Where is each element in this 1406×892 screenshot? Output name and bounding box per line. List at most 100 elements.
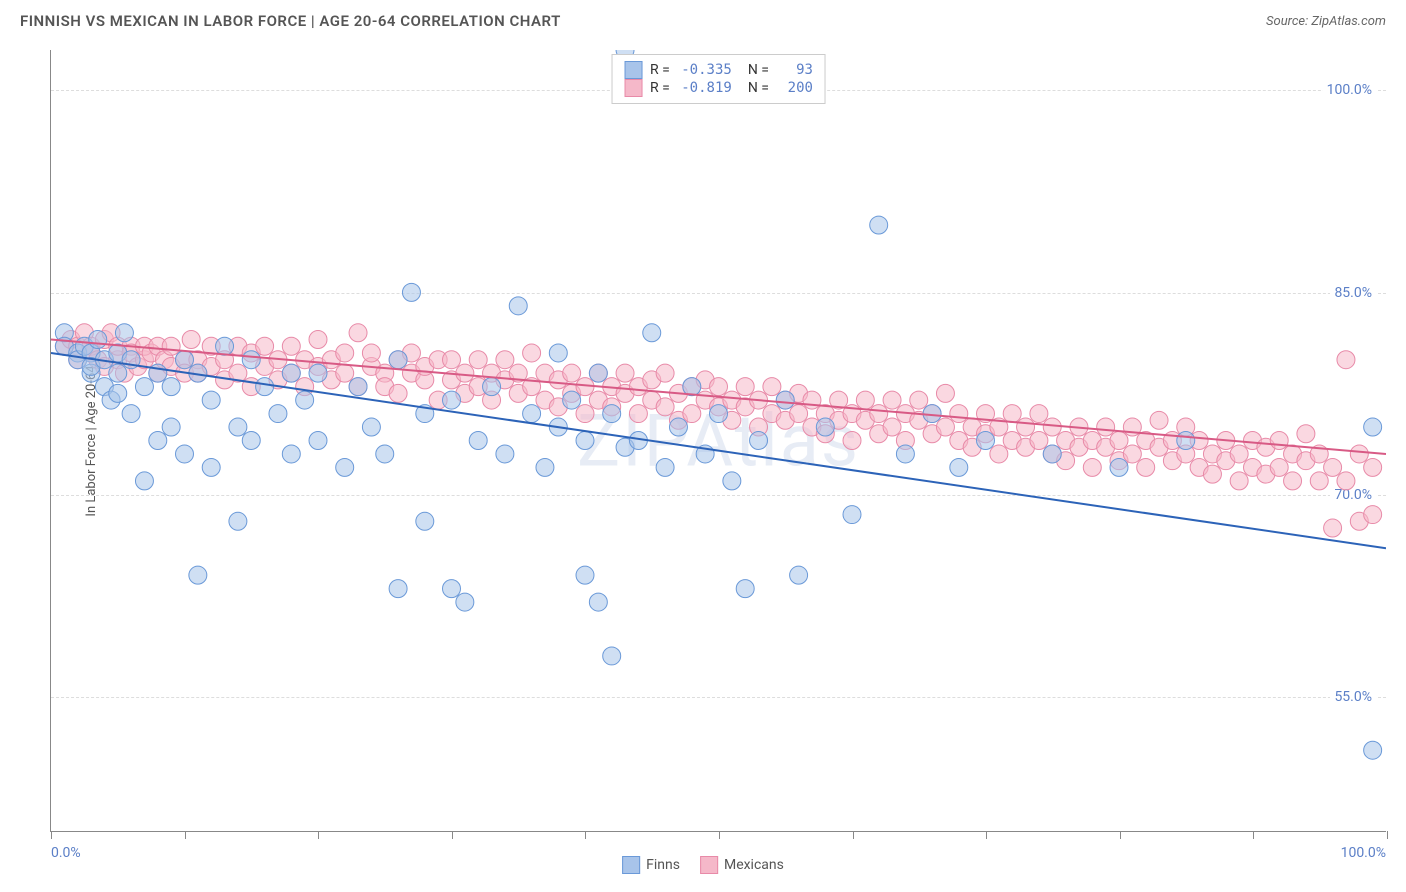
legend-item: Finns (622, 856, 680, 874)
stats-row: R =-0.335N =93 (624, 61, 813, 79)
data-point (803, 391, 821, 409)
chart-title: FINNISH VS MEXICAN IN LABOR FORCE | AGE … (20, 12, 561, 30)
data-point (1270, 458, 1288, 476)
data-point (309, 364, 327, 382)
data-point (603, 647, 621, 665)
data-point (843, 506, 861, 524)
n-value: 93 (777, 62, 813, 78)
data-point (229, 512, 247, 530)
data-point (269, 405, 287, 423)
data-point (189, 566, 207, 584)
x-tick (986, 831, 987, 839)
data-point (349, 378, 367, 396)
data-point (443, 391, 461, 409)
data-point (182, 331, 200, 349)
data-point (216, 337, 234, 355)
data-point (790, 405, 808, 423)
data-point (1324, 458, 1342, 476)
data-point (1150, 411, 1168, 429)
data-point (376, 445, 394, 463)
data-point (509, 297, 527, 315)
r-value: -0.335 (678, 62, 732, 78)
data-point (776, 391, 794, 409)
data-point (1350, 445, 1368, 463)
data-point (229, 418, 247, 436)
data-point (1230, 472, 1248, 490)
x-axis-max-label: 100.0% (1341, 845, 1386, 861)
data-point (336, 364, 354, 382)
legend-swatch (622, 856, 640, 874)
data-point (1310, 472, 1328, 490)
data-point (563, 364, 581, 382)
chart-container: In Labor Force | Age 20-64 ZIPAtlas R =-… (50, 50, 1386, 832)
data-point (469, 351, 487, 369)
data-point (256, 378, 274, 396)
data-point (736, 378, 754, 396)
data-point (496, 445, 514, 463)
data-point (643, 324, 661, 342)
data-point (309, 432, 327, 450)
data-point (1364, 741, 1382, 759)
data-point (362, 344, 380, 362)
data-point (176, 445, 194, 463)
data-point (1270, 432, 1288, 450)
data-point (710, 378, 728, 396)
data-point (736, 580, 754, 598)
data-point (496, 351, 514, 369)
data-point (483, 378, 501, 396)
data-point (883, 391, 901, 409)
data-point (109, 364, 127, 382)
data-point (750, 432, 768, 450)
data-point (89, 331, 107, 349)
data-point (536, 458, 554, 476)
data-point (816, 418, 834, 436)
stats-box: R =-0.335N =93R =-0.819N =200 (611, 54, 826, 104)
data-point (1043, 445, 1061, 463)
data-point (576, 405, 594, 423)
data-point (389, 580, 407, 598)
data-point (683, 405, 701, 423)
x-tick (1253, 831, 1254, 839)
data-point (896, 445, 914, 463)
data-point (576, 566, 594, 584)
legend-swatch (624, 61, 642, 79)
data-point (589, 593, 607, 611)
n-label: N = (748, 62, 769, 78)
data-point (523, 405, 541, 423)
source-label: Source: ZipAtlas.com (1266, 14, 1386, 29)
data-point (1030, 432, 1048, 450)
data-point (1364, 506, 1382, 524)
data-point (1003, 405, 1021, 423)
legend-swatch (700, 856, 718, 874)
data-point (1097, 418, 1115, 436)
data-point (883, 418, 901, 436)
legend: Finns Mexicans (622, 856, 784, 874)
x-tick (51, 831, 52, 839)
x-tick (185, 831, 186, 839)
data-point (443, 580, 461, 598)
n-label: N = (748, 80, 769, 96)
data-point (1364, 418, 1382, 436)
x-tick (452, 831, 453, 839)
data-point (416, 512, 434, 530)
legend-label: Mexicans (724, 857, 784, 873)
legend-item: Mexicans (700, 856, 784, 874)
data-point (122, 405, 140, 423)
data-point (149, 432, 167, 450)
data-point (162, 418, 180, 436)
legend-swatch (624, 79, 642, 97)
data-point (870, 216, 888, 234)
data-point (202, 391, 220, 409)
data-point (1110, 432, 1128, 450)
data-point (109, 384, 127, 402)
data-point (950, 458, 968, 476)
data-point (843, 432, 861, 450)
data-point (669, 418, 687, 436)
data-point (790, 566, 808, 584)
data-point (456, 364, 474, 382)
data-point (176, 351, 194, 369)
data-point (629, 405, 647, 423)
data-point (1297, 425, 1315, 443)
data-point (656, 398, 674, 416)
data-point (723, 472, 741, 490)
